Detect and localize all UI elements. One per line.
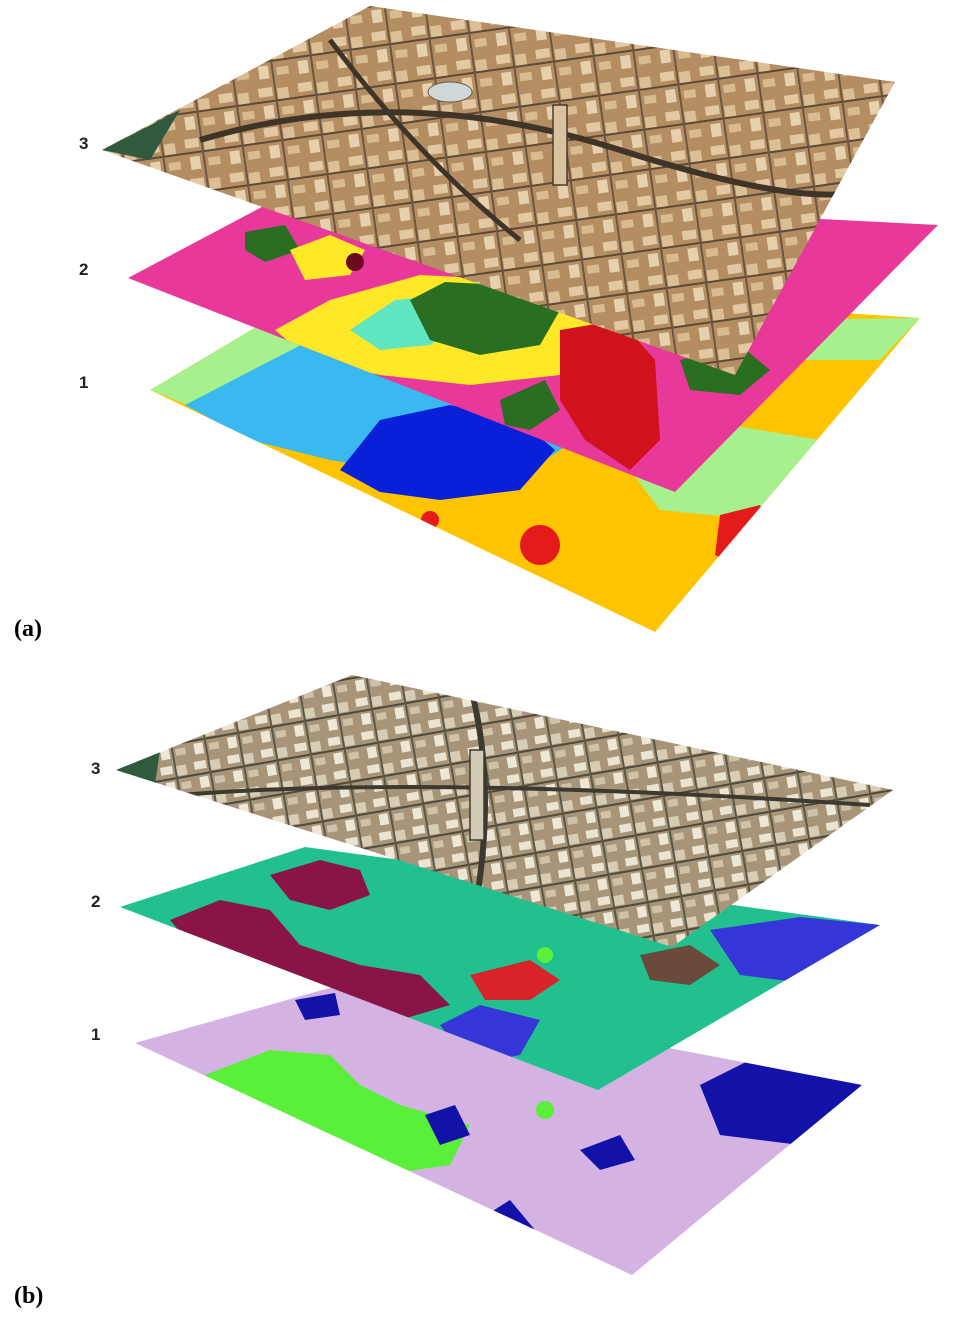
layer-1-region-darkblue-5 [580,1135,635,1170]
layer-3-tower [469,749,485,841]
panel-a: 3 2 1 (a) [0,0,955,650]
layer-1-region-green-3 [536,1101,554,1119]
layer-3-road-2 [328,38,522,242]
layer-2-region-darkgreen-4 [245,225,300,262]
layer-3-aerial-image [102,6,895,375]
layer-1-region-blue [340,405,555,500]
layer-3-road [199,109,883,198]
layer-2-region-maroon-2 [270,860,370,910]
layer-2-region-brown [640,945,720,985]
layer-2-region-yellow-2 [290,235,365,280]
layer-1-region-red-2 [520,525,560,565]
layer-1-region-red-3 [421,511,439,529]
layer-label-2: 2 [91,892,101,911]
layer-label-3: 3 [91,759,101,778]
layer-3-base [116,675,893,947]
layer-label-2: 2 [79,260,89,279]
layer-label-1: 1 [91,1025,101,1044]
panel-a-layer-stack [102,6,938,632]
panel-caption-b: (b) [14,1283,44,1309]
layer-label-3: 3 [79,134,89,153]
panel-caption-a: (a) [14,616,42,642]
layer-2-region-maroon [170,900,450,1020]
layer-2-region-red [470,960,560,1000]
layer-3-aerial-image [116,675,893,947]
panel-b: 3 2 1 (b) [0,655,955,1320]
layer-3-tower [552,104,568,186]
layer-3-green-corner [102,110,180,160]
layer-3-stadium [427,81,473,103]
panel-b-layer-stack [116,675,893,1275]
layer-2-region-darkgreen [410,282,560,355]
layer-1-region-darkblue-3 [425,1105,470,1145]
layer-1-region-red [715,505,775,570]
layer-2-region-red [560,320,660,470]
layer-label-1: 1 [79,373,89,392]
layer-3-green-corner [116,750,160,785]
layer-2-region-maroon [346,253,364,271]
layer-1-region-darkblue-4 [295,993,340,1020]
layer-2-region-blue-2 [710,917,880,985]
layer-1-region-green [205,1050,470,1175]
layer-2-region-darkgreen-2 [500,380,560,430]
layer-2-region-green [537,947,553,963]
layer-3-base [102,6,895,375]
